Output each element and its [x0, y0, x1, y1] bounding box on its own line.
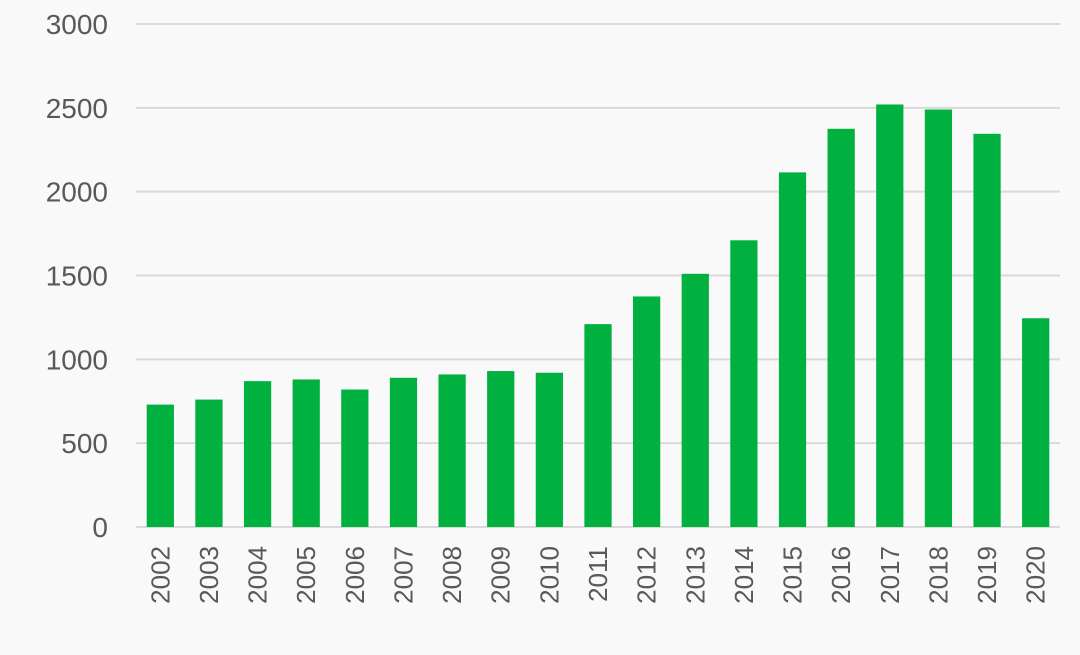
- x-tick-label: 2009: [486, 546, 516, 604]
- bar-2019: [973, 133, 1001, 528]
- bar-2002: [146, 404, 174, 527]
- x-tick-label: 2018: [923, 546, 953, 604]
- x-tick-label: 2014: [729, 546, 759, 604]
- bar-2013: [681, 273, 709, 527]
- bar-2006: [341, 389, 369, 527]
- x-tick-label: 2002: [145, 546, 175, 604]
- bar-2018: [924, 109, 953, 527]
- bar-2004: [243, 381, 272, 527]
- x-tick-label: 2012: [632, 546, 662, 604]
- bar-2012: [633, 296, 661, 527]
- y-tick-label: 0: [92, 512, 108, 543]
- bar-2009: [487, 371, 515, 527]
- bar-2007: [389, 377, 418, 527]
- x-tick-label: 2006: [340, 546, 370, 604]
- x-tick-label: 2008: [437, 546, 467, 604]
- x-tick-label: 2004: [243, 546, 273, 604]
- bar-2014: [730, 240, 758, 528]
- x-tick-label: 2016: [826, 546, 856, 604]
- bar-2020: [1022, 318, 1050, 527]
- y-tick-label: 1500: [46, 261, 108, 292]
- bar-2017: [876, 104, 904, 527]
- y-tick-label: 2000: [46, 177, 108, 208]
- bar-2016: [827, 128, 855, 527]
- bars: [146, 104, 1050, 528]
- bar-2011: [584, 324, 612, 527]
- x-tick-label: 2003: [194, 546, 224, 604]
- x-tick-label: 2007: [388, 546, 418, 604]
- bar-2015: [778, 172, 807, 527]
- bar-2008: [438, 374, 466, 527]
- x-tick-label: 2010: [534, 546, 564, 604]
- y-tick-label: 1000: [46, 344, 108, 375]
- bar-2005: [292, 379, 320, 527]
- y-tick-label: 500: [61, 428, 108, 459]
- x-tick-label: 2015: [778, 546, 808, 604]
- y-tick-label: 3000: [46, 9, 108, 40]
- y-tick-label: 2500: [46, 93, 108, 124]
- x-tick-label: 2020: [1021, 546, 1051, 604]
- x-axis-tick-labels: 2002 2003 2004 2005 2006 2007 2008 2009 2010 2011…: [145, 546, 1050, 604]
- y-axis-tick-labels: 0 500 1000 1500 2000 2500 3000: [46, 9, 108, 543]
- x-tick-label: 2013: [680, 546, 710, 604]
- x-tick-label: 2019: [972, 546, 1002, 604]
- x-tick-label: 2017: [875, 546, 905, 604]
- x-tick-label: 2005: [291, 546, 321, 604]
- bar-2010: [535, 372, 563, 527]
- bar-2003: [195, 399, 223, 527]
- x-tick-label: 2011: [583, 546, 613, 602]
